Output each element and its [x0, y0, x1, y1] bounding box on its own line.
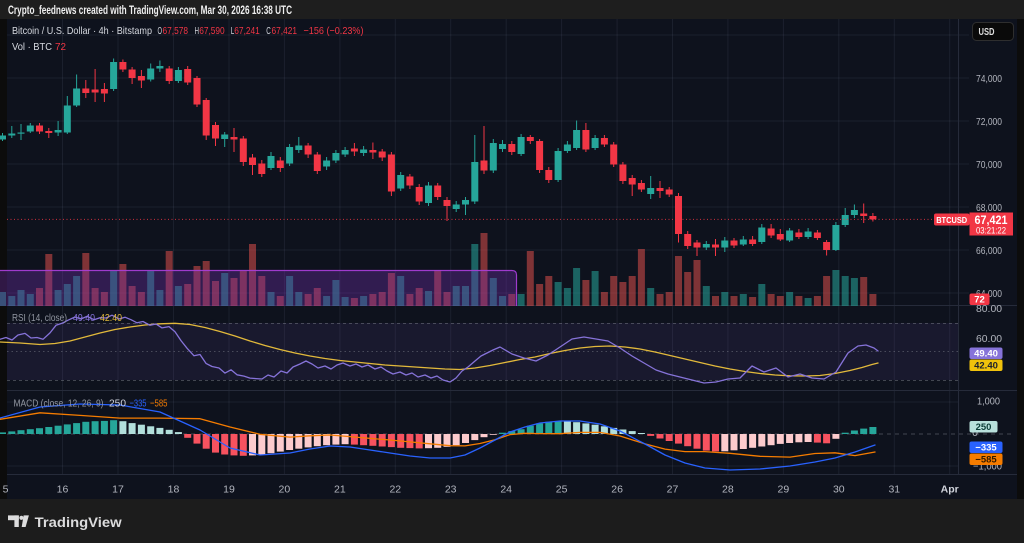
svg-text:29: 29: [778, 484, 790, 496]
svg-text:RSI (14, close): RSI (14, close): [12, 312, 67, 324]
svg-text:TradingView: TradingView: [35, 514, 122, 530]
svg-text:Vol · BTC: Vol · BTC: [12, 41, 52, 53]
svg-text:80.00: 80.00: [976, 303, 1002, 315]
svg-text:31: 31: [888, 484, 900, 496]
svg-text:72: 72: [55, 41, 66, 53]
svg-text:30: 30: [833, 484, 845, 496]
svg-text:MACD (close, 12, 26, 9): MACD (close, 12, 26, 9): [14, 398, 104, 410]
svg-text:27: 27: [667, 484, 679, 496]
svg-text:20: 20: [279, 484, 291, 496]
svg-text:O: O: [158, 25, 163, 37]
svg-text:49.40: 49.40: [974, 349, 998, 360]
svg-text:68,000: 68,000: [976, 202, 1002, 214]
svg-text:−585: −585: [150, 398, 168, 410]
svg-text:−335: −335: [975, 443, 997, 454]
svg-text:−335: −335: [130, 398, 147, 410]
svg-text:Bitcoin / U.S. Dollar · 4h · B: Bitcoin / U.S. Dollar · 4h · Bitstamp: [12, 25, 152, 37]
svg-text:66,000: 66,000: [976, 245, 1002, 257]
svg-text:5: 5: [3, 484, 9, 496]
svg-text:21: 21: [334, 484, 346, 496]
svg-text:72: 72: [974, 295, 985, 306]
svg-text:67,421: 67,421: [272, 25, 298, 37]
svg-text:18: 18: [168, 484, 180, 496]
svg-text:03:21:22: 03:21:22: [976, 226, 1006, 237]
svg-text:25: 25: [556, 484, 568, 496]
svg-text:17: 17: [112, 484, 124, 496]
svg-text:−585: −585: [975, 455, 997, 466]
svg-text:49.40: 49.40: [73, 312, 95, 324]
svg-text:1,000: 1,000: [977, 396, 1000, 408]
svg-text:0: 0: [972, 427, 978, 439]
svg-text:C: C: [266, 25, 271, 37]
svg-text:250: 250: [976, 422, 992, 433]
svg-text:16: 16: [57, 484, 69, 496]
svg-text:22: 22: [389, 484, 401, 496]
svg-text:70,000: 70,000: [976, 159, 1002, 171]
svg-text:24: 24: [500, 484, 512, 496]
svg-text:BTCUSD: BTCUSD: [936, 215, 967, 225]
svg-text:19: 19: [223, 484, 235, 496]
svg-text:42.40: 42.40: [974, 361, 998, 372]
svg-text:23: 23: [445, 484, 457, 496]
svg-text:−156 (−0.23%): −156 (−0.23%): [304, 25, 364, 37]
svg-text:USD: USD: [979, 26, 995, 38]
svg-text:67,578: 67,578: [163, 25, 189, 37]
svg-text:250: 250: [109, 398, 126, 410]
svg-text:67,590: 67,590: [199, 25, 225, 37]
svg-text:72,000: 72,000: [976, 116, 1002, 128]
svg-text:60.00: 60.00: [976, 333, 1002, 345]
svg-text:H: H: [195, 25, 200, 37]
svg-text:42.40: 42.40: [100, 312, 122, 324]
svg-text:67,241: 67,241: [234, 25, 260, 37]
svg-text:26: 26: [611, 484, 623, 496]
svg-text:L: L: [231, 25, 235, 37]
svg-text:Crypto_feednews created with T: Crypto_feednews created with TradingView…: [8, 5, 292, 17]
svg-text:74,000: 74,000: [976, 73, 1002, 85]
svg-text:67,421: 67,421: [975, 215, 1009, 227]
svg-text:Apr: Apr: [941, 484, 959, 496]
svg-text:28: 28: [722, 484, 734, 496]
